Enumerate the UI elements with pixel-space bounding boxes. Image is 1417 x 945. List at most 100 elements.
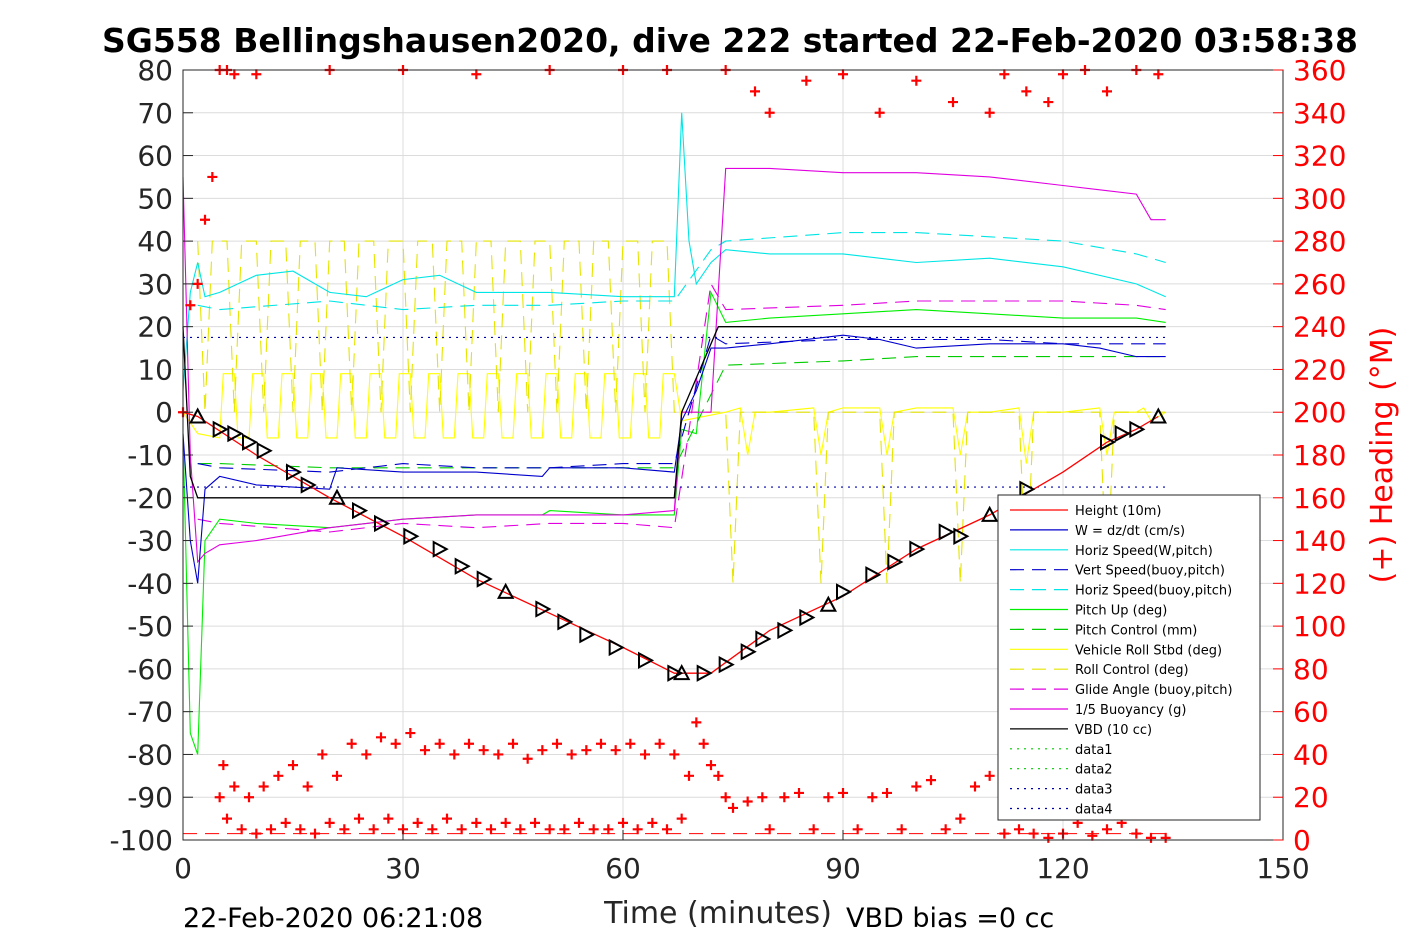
marker-layer <box>188 407 1168 682</box>
x-tick-label: 60 <box>605 852 641 885</box>
heading-point <box>706 760 716 771</box>
heading-point <box>867 792 878 803</box>
x-tick-label: 30 <box>385 852 421 885</box>
depth-marker <box>557 613 574 631</box>
heading-point <box>486 824 496 835</box>
heading-point <box>405 728 416 739</box>
y-tick-label: -30 <box>127 525 173 558</box>
heading-point <box>332 770 342 781</box>
y2-tick-label: 180 <box>1293 439 1346 472</box>
heading-point <box>662 824 672 835</box>
depth-marker <box>300 476 317 494</box>
heading-point <box>610 745 621 756</box>
heading-point <box>522 753 533 764</box>
heading-point <box>852 824 863 835</box>
heading-point <box>449 749 460 760</box>
heading-point <box>229 781 240 792</box>
y2-tick-label: 60 <box>1293 696 1329 729</box>
depth-marker <box>667 664 684 682</box>
y2-tick-label: 120 <box>1293 567 1346 600</box>
y2-tick-label: 80 <box>1293 653 1329 686</box>
heading-point <box>368 824 379 835</box>
y2-tick-label: 300 <box>1293 182 1346 215</box>
y2-tick-label: 160 <box>1293 482 1346 515</box>
heading-point <box>207 171 218 182</box>
heading-point <box>544 824 555 835</box>
y2-tick-label: 280 <box>1293 225 1346 258</box>
depth-marker <box>799 608 816 627</box>
legend-entry-w: W = dz/dt (cm/s) <box>1075 524 1185 539</box>
heading-point <box>698 738 709 749</box>
depth-marker <box>496 582 515 599</box>
y2-tick-label: 100 <box>1293 610 1346 643</box>
heading-point <box>288 760 298 771</box>
legend-entry-glide: Glide Angle (buoy,pitch) <box>1075 683 1233 698</box>
series-line-pitch <box>182 290 1166 755</box>
depth-marker <box>1100 433 1117 451</box>
legend-entry-roll: Vehicle Roll Stbd (deg) <box>1075 643 1222 658</box>
heading-point <box>1102 824 1112 835</box>
heading-point <box>896 824 907 835</box>
legend-entry-data4: data4 <box>1075 803 1113 818</box>
heading-point <box>757 792 768 803</box>
depth-marker <box>909 540 926 558</box>
series-line-vbd <box>182 326 1166 499</box>
heading-point <box>984 107 995 118</box>
legend-entry-roll_ctrl: Roll Control (deg) <box>1075 663 1189 678</box>
heading-point <box>1058 69 1068 80</box>
series-line-roll_ctrl <box>197 240 1166 584</box>
depth-marker <box>755 630 772 648</box>
heading-point <box>530 817 540 828</box>
depth-marker <box>1129 420 1146 439</box>
depth-marker <box>1149 407 1168 424</box>
depth-marker <box>938 523 955 541</box>
heading-point <box>222 813 232 824</box>
legend-entry-data3: data3 <box>1075 783 1113 798</box>
depth-marker <box>188 407 207 424</box>
heading-point <box>258 781 269 792</box>
heading-point <box>647 817 658 828</box>
heading-point <box>471 817 482 828</box>
heading-point <box>515 824 526 835</box>
depth-marker <box>328 488 346 505</box>
heading-point <box>808 824 819 835</box>
heading-point <box>376 732 386 743</box>
heading-point <box>471 69 482 80</box>
heading-point <box>691 717 702 728</box>
y-tick-label: -40 <box>127 567 173 600</box>
heading-point <box>456 824 467 835</box>
heading-point <box>500 817 511 828</box>
depth-marker <box>242 433 259 451</box>
heading-point <box>185 300 196 311</box>
heading-point <box>1153 69 1164 80</box>
depth-marker <box>227 424 244 443</box>
heading-point <box>214 792 225 803</box>
heading-point <box>354 813 364 824</box>
heading-point <box>302 781 313 792</box>
series-line-glide <box>197 282 1166 533</box>
heading-point <box>1160 832 1171 843</box>
y-tick-label: -50 <box>127 610 173 643</box>
heading-point <box>1102 86 1112 97</box>
heading-point <box>390 738 401 749</box>
heading-point <box>574 817 584 828</box>
series-line-horiz_w <box>182 112 1166 391</box>
heading-point <box>427 824 438 835</box>
heading-point <box>434 738 445 749</box>
depth-marker <box>476 570 493 588</box>
heading-point <box>874 107 885 118</box>
y-tick-label: -70 <box>127 696 173 729</box>
legend-entry-data1: data1 <box>1075 743 1113 758</box>
heading-point <box>911 75 922 86</box>
heading-point <box>251 69 262 80</box>
heading-point <box>654 738 665 749</box>
depth-marker <box>1019 480 1036 498</box>
heading-point <box>1014 824 1024 835</box>
x-tick-label: 0 <box>174 852 192 885</box>
legend-entry-height: Height (10m) <box>1075 504 1161 519</box>
y2-tick-label: 200 <box>1293 396 1346 429</box>
depth-marker <box>454 557 471 575</box>
depth-marker <box>432 540 449 558</box>
depth-marker <box>819 595 838 612</box>
heading-point <box>588 824 599 835</box>
